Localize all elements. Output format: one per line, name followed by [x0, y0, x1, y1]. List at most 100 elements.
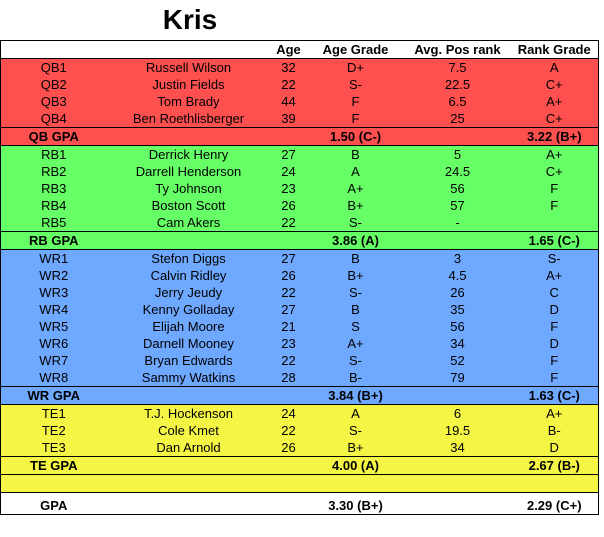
rank-grade-cell: D	[510, 439, 599, 457]
table-row: TE2 Cole Kmet 22 S- 19.5 B-	[0, 422, 599, 439]
age-cell: 24	[270, 404, 307, 422]
position-cell: RB3	[0, 180, 107, 197]
header-rank-grade: Rank Grade	[510, 40, 599, 59]
age-cell: 22	[270, 422, 307, 439]
age-grade-cell: B-	[306, 369, 405, 387]
avg-pos-rank-cell: -	[404, 214, 511, 232]
rank-grade-cell: A+	[510, 145, 599, 163]
rank-grade-cell: F	[510, 369, 599, 387]
avg-pos-rank-cell: 6.5	[404, 93, 511, 110]
position-cell: WR3	[0, 284, 107, 301]
rank-grade-cell: C+	[510, 163, 599, 180]
header-position	[0, 40, 107, 59]
avg-pos-rank-cell: 26	[404, 284, 511, 301]
position-cell: QB2	[0, 76, 107, 93]
table-row: RB2 Darrell Henderson 24 A 24.5 C+	[0, 163, 599, 180]
table-row: WR5 Elijah Moore 21 S 56 F	[0, 318, 599, 335]
header-row: Age Age Grade Avg. Pos rank Rank Grade	[0, 40, 599, 59]
header-player	[106, 40, 271, 59]
final-gpa-row: GPA 3.30 (B+) 2.29 (C+)	[0, 497, 599, 515]
blank-cell	[270, 474, 307, 493]
rank-grade-cell: C+	[510, 76, 599, 93]
gpa-rank-grade: 1.65 (C-)	[510, 231, 599, 250]
age-cell: 26	[270, 439, 307, 457]
age-grade-cell: S-	[306, 352, 405, 369]
gpa-label: WR GPA	[0, 386, 107, 405]
position-cell: TE2	[0, 422, 107, 439]
gpa-age-grade: 1.50 (C-)	[306, 127, 405, 146]
gpa-empty	[404, 386, 511, 405]
age-cell: 23	[270, 180, 307, 197]
player-cell: Stefon Diggs	[106, 249, 271, 267]
position-cell: RB2	[0, 163, 107, 180]
avg-pos-rank-cell: 56	[404, 318, 511, 335]
table-row: QB3 Tom Brady 44 F 6.5 A+	[0, 93, 599, 110]
gpa-empty	[270, 456, 307, 475]
rank-grade-cell: C+	[510, 110, 599, 128]
rank-grade-cell: F	[510, 318, 599, 335]
final-age-grade: 3.30 (B+)	[306, 497, 405, 515]
position-cell: RB1	[0, 145, 107, 163]
player-cell: Russell Wilson	[106, 58, 271, 76]
rank-grade-cell: B-	[510, 422, 599, 439]
header-avg-pos-rank: Avg. Pos rank	[404, 40, 511, 59]
age-cell: 26	[270, 267, 307, 284]
header-age: Age	[270, 40, 307, 59]
player-cell: Darnell Mooney	[106, 335, 271, 352]
table-body: QB1 Russell Wilson 32 D+ 7.5 A QB2 Justin Field…	[0, 58, 599, 515]
gpa-empty	[106, 386, 271, 405]
avg-pos-rank-cell: 79	[404, 369, 511, 387]
age-cell: 27	[270, 249, 307, 267]
age-grade-cell: D+	[306, 58, 405, 76]
blank-cell	[404, 474, 511, 493]
final-empty	[404, 497, 511, 515]
table-row: RB4 Boston Scott 26 B+ 57 F	[0, 197, 599, 214]
avg-pos-rank-cell: 34	[404, 439, 511, 457]
age-grade-cell: B+	[306, 439, 405, 457]
age-grade-cell: B+	[306, 197, 405, 214]
avg-pos-rank-cell: 19.5	[404, 422, 511, 439]
rank-grade-cell: A+	[510, 93, 599, 110]
rank-grade-cell: A+	[510, 404, 599, 422]
spacer-cell	[0, 492, 599, 497]
table-row: QB4 Ben Roethlisberger 39 F 25 C+	[0, 110, 599, 128]
position-cell: RB4	[0, 197, 107, 214]
age-cell: 28	[270, 369, 307, 387]
rank-grade-cell	[510, 214, 599, 232]
age-grade-cell: A+	[306, 180, 405, 197]
player-cell: Cam Akers	[106, 214, 271, 232]
gpa-label: TE GPA	[0, 456, 107, 475]
age-grade-cell: S-	[306, 76, 405, 93]
age-cell: 32	[270, 58, 307, 76]
age-cell: 26	[270, 197, 307, 214]
gpa-empty	[106, 456, 271, 475]
gpa-empty	[404, 127, 511, 146]
position-cell: WR8	[0, 369, 107, 387]
avg-pos-rank-cell: 56	[404, 180, 511, 197]
gpa-row: WR GPA 3.84 (B+) 1.63 (C-)	[0, 386, 599, 405]
blank-row	[0, 474, 599, 493]
age-grade-cell: F	[306, 110, 405, 128]
age-cell: 27	[270, 145, 307, 163]
gpa-empty	[106, 127, 271, 146]
age-grade-cell: A+	[306, 335, 405, 352]
table-row: QB1 Russell Wilson 32 D+ 7.5 A	[0, 58, 599, 76]
blank-cell	[106, 474, 271, 493]
position-cell: QB1	[0, 58, 107, 76]
rank-grade-cell: A	[510, 58, 599, 76]
player-cell: Boston Scott	[106, 197, 271, 214]
table-row: WR1 Stefon Diggs 27 B 3 S-	[0, 249, 599, 267]
age-grade-cell: B+	[306, 267, 405, 284]
final-rank-grade: 2.29 (C+)	[510, 497, 599, 515]
rank-grade-cell: F	[510, 180, 599, 197]
table-row: WR6 Darnell Mooney 23 A+ 34 D	[0, 335, 599, 352]
final-gpa-label: GPA	[0, 497, 107, 515]
gpa-rank-grade: 2.67 (B-)	[510, 456, 599, 475]
position-cell: TE3	[0, 439, 107, 457]
player-cell: Dan Arnold	[106, 439, 271, 457]
rank-grade-cell: F	[510, 197, 599, 214]
player-cell: Ben Roethlisberger	[106, 110, 271, 128]
position-cell: WR5	[0, 318, 107, 335]
age-cell: 39	[270, 110, 307, 128]
avg-pos-rank-cell: 52	[404, 352, 511, 369]
